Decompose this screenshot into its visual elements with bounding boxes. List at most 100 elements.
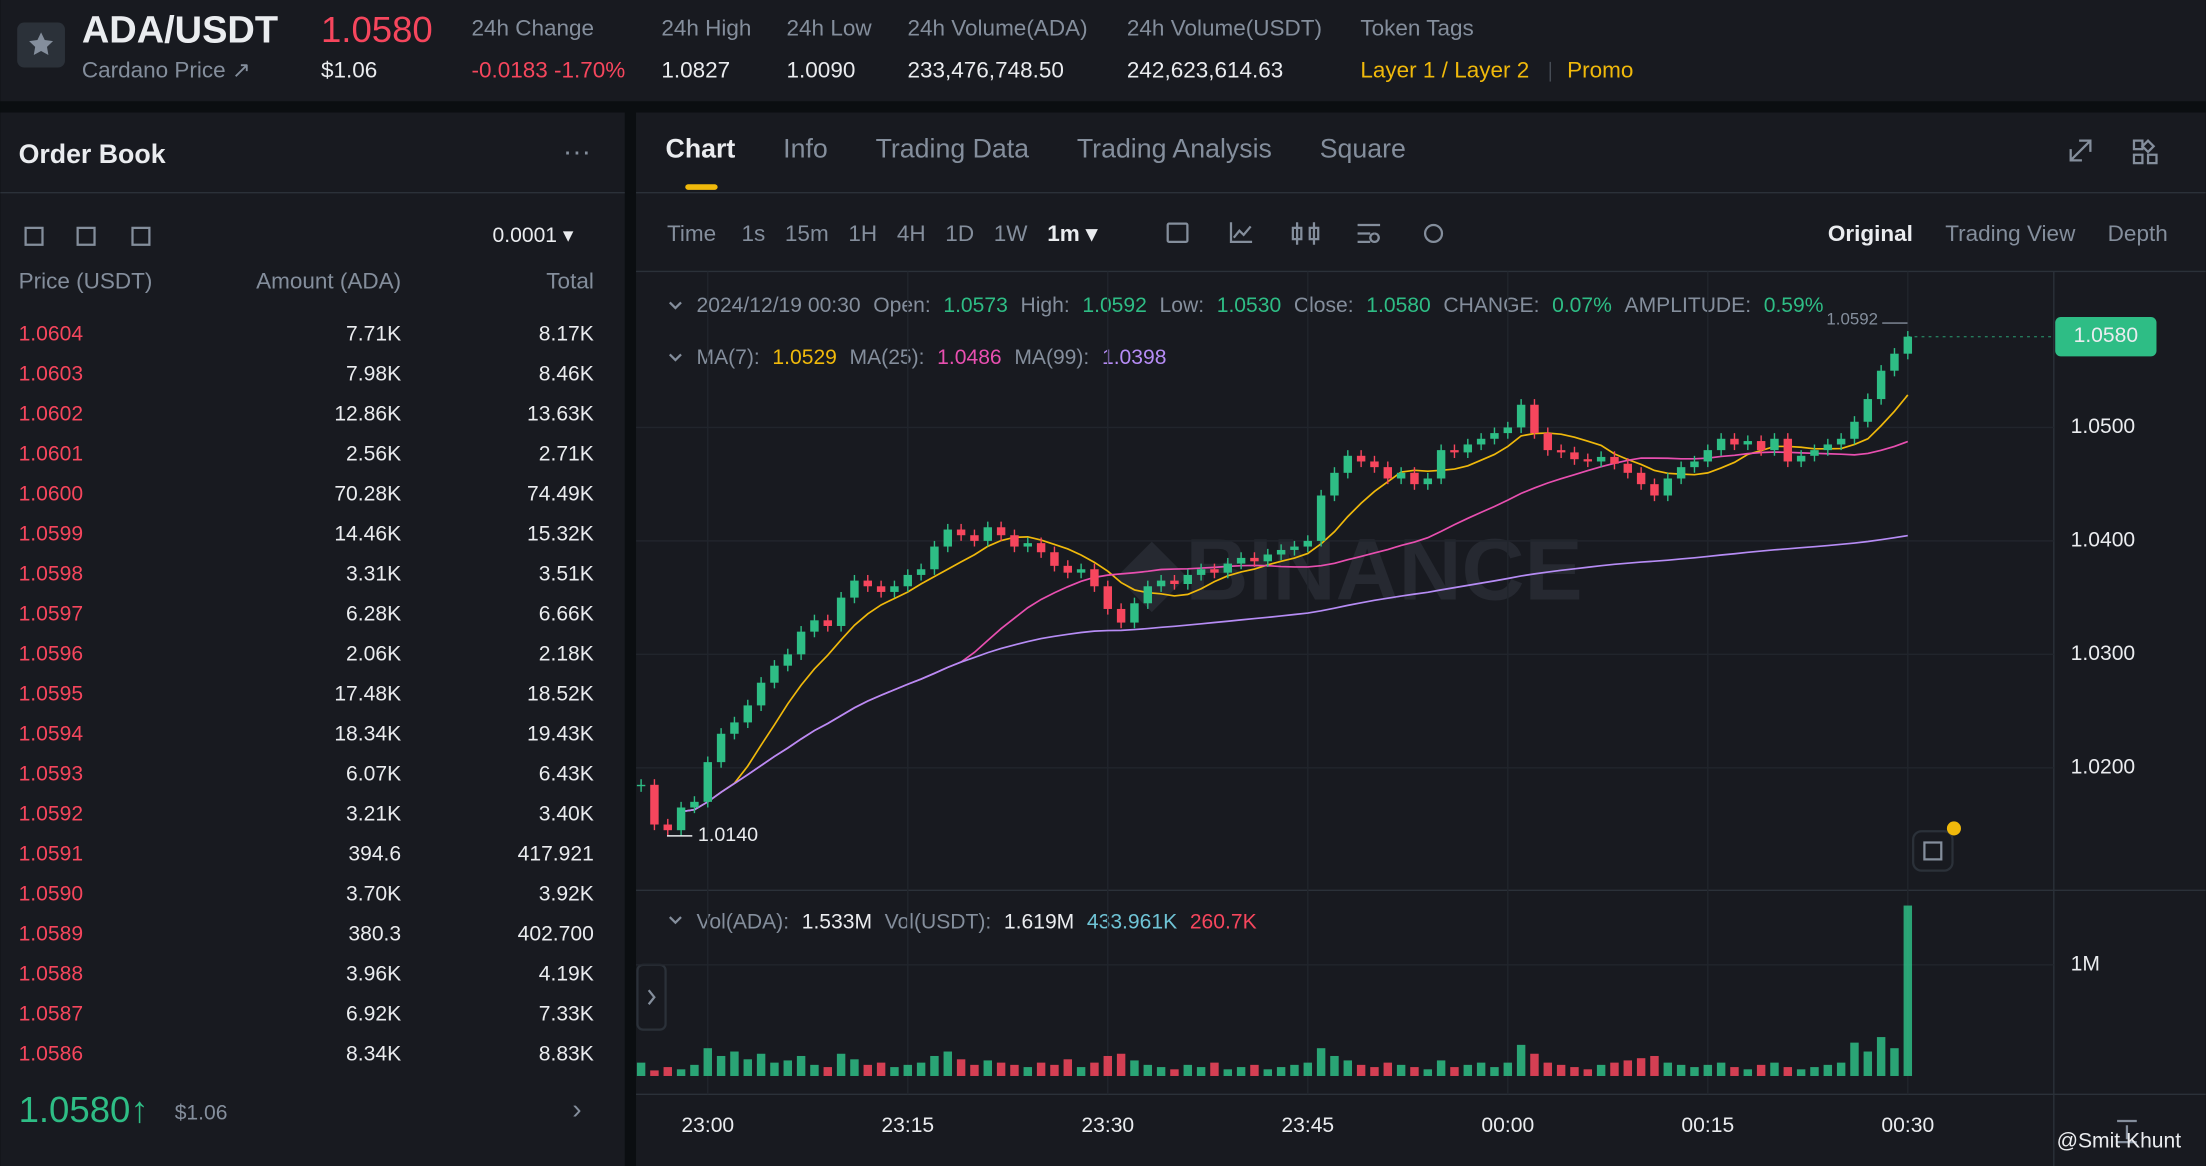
ask-row-bg[interactable] xyxy=(0,1037,624,1074)
candle xyxy=(903,574,912,587)
ask-total: 2.18K xyxy=(539,642,594,665)
interval-button[interactable]: 1s xyxy=(741,221,765,246)
tab[interactable]: Trading Analysis xyxy=(1077,134,1272,164)
ask-amount: 70.28K xyxy=(334,482,401,505)
interval-button[interactable]: 1m ▾ xyxy=(1047,221,1099,246)
volume-bar xyxy=(1743,1069,1753,1076)
token-tag[interactable]: Layer 1 / Layer 2 xyxy=(1360,58,1529,83)
candle xyxy=(810,620,819,632)
legend-text: 1.0398 xyxy=(1102,346,1166,369)
volume-bar xyxy=(943,1051,952,1076)
x-tick-label: 23:00 xyxy=(681,1114,734,1137)
notes-button[interactable] xyxy=(1912,830,1954,872)
tab[interactable]: Square xyxy=(1320,134,1406,164)
interval-button[interactable]: 15m xyxy=(785,221,829,246)
candle xyxy=(970,535,979,541)
volume-bar xyxy=(1490,1067,1499,1076)
candle xyxy=(1330,472,1339,496)
volume-bar xyxy=(1343,1060,1353,1076)
collapse-chevron[interactable] xyxy=(668,301,682,310)
volume-bar xyxy=(1583,1069,1593,1076)
tick-size-select[interactable]: 0.0001 ▾ xyxy=(493,224,574,247)
candle xyxy=(716,733,726,763)
candle xyxy=(1183,574,1193,584)
volume-bar xyxy=(1396,1064,1406,1076)
ask-price: 1.0589 xyxy=(19,923,83,946)
volume-bar xyxy=(1503,1062,1513,1076)
interval-button[interactable]: 1W xyxy=(994,221,1029,246)
y-tick-label: 1.0300 xyxy=(2071,642,2135,665)
more-button[interactable]: ··· xyxy=(563,136,591,167)
more-arrow[interactable]: › xyxy=(572,1094,581,1125)
legend-text: CHANGE: xyxy=(1443,294,1539,317)
volume-bar xyxy=(703,1048,712,1076)
icon[interactable] xyxy=(2132,139,2158,165)
icon[interactable] xyxy=(1291,222,1320,245)
volume-bar xyxy=(1890,1048,1899,1076)
candle xyxy=(1076,569,1086,573)
tab[interactable]: Trading Data xyxy=(876,134,1030,164)
order-book-last-usd: $1.06 xyxy=(175,1102,228,1125)
interval-button[interactable]: 1D xyxy=(945,221,974,246)
candle xyxy=(1676,467,1686,479)
icon[interactable] xyxy=(2069,139,2092,162)
candle xyxy=(663,824,672,831)
candle xyxy=(1450,450,1459,453)
volume-bar xyxy=(1263,1069,1273,1076)
view-button[interactable]: Original xyxy=(1828,221,1913,246)
icon[interactable] xyxy=(24,226,151,246)
ask-row-bg[interactable] xyxy=(0,877,624,914)
ask-row-bg[interactable] xyxy=(0,797,624,834)
active-tab-underline xyxy=(685,184,718,190)
volume-bar xyxy=(1156,1067,1166,1076)
token-tag[interactable]: Promo xyxy=(1567,58,1633,83)
candle xyxy=(1836,438,1846,445)
volume-bar xyxy=(1276,1067,1286,1076)
view-button[interactable]: Trading View xyxy=(1945,221,2076,246)
ask-row-bg[interactable] xyxy=(0,557,624,594)
ask-row-bg[interactable] xyxy=(0,997,624,1034)
stat-value: 1.0090 xyxy=(787,58,856,83)
collapse-chevron[interactable] xyxy=(668,353,682,362)
ask-row-bg[interactable] xyxy=(0,757,624,794)
tab[interactable]: Info xyxy=(783,134,828,164)
ask-row-bg[interactable] xyxy=(0,356,624,393)
ask-row-bg[interactable] xyxy=(0,637,624,674)
volume-bar xyxy=(796,1055,806,1076)
volume-bar xyxy=(1823,1064,1833,1076)
stat-label: Token Tags xyxy=(1360,15,1473,40)
volume-bar xyxy=(1796,1069,1806,1076)
ask-total: 8.46K xyxy=(539,362,594,385)
x-tick-label: 00:30 xyxy=(1881,1114,1934,1137)
volume-bar xyxy=(1356,1064,1366,1076)
icon[interactable] xyxy=(2117,1119,2137,1144)
interval-button[interactable]: 4H xyxy=(897,221,926,246)
icon[interactable] xyxy=(1357,223,1381,244)
icon[interactable] xyxy=(1166,222,1189,244)
order-book-last-price: 1.0580↑ xyxy=(19,1089,149,1130)
asset-name[interactable]: Cardano Price ↗ xyxy=(82,58,251,83)
candle xyxy=(756,682,766,706)
ask-price: 1.0591 xyxy=(19,843,83,866)
interval-button[interactable]: 1H xyxy=(848,221,877,246)
candle xyxy=(1090,569,1099,587)
volume-bar xyxy=(1223,1069,1233,1076)
volume-bar xyxy=(1636,1058,1646,1076)
collapse-chevron[interactable] xyxy=(668,916,682,925)
ask-row-bg[interactable] xyxy=(0,316,624,353)
ask-row-bg[interactable] xyxy=(0,437,624,474)
stat-label: 24h Volume(ADA) xyxy=(907,15,1087,40)
annotation-label: 1.0140 xyxy=(698,824,758,846)
candle xyxy=(1036,543,1046,553)
ask-row-bg[interactable] xyxy=(0,957,624,994)
ask-price: 1.0595 xyxy=(19,682,83,705)
view-button[interactable]: Depth xyxy=(2108,221,2168,246)
tab[interactable]: Chart xyxy=(666,134,736,164)
ask-price: 1.0588 xyxy=(19,963,83,986)
header-bar xyxy=(0,0,2206,102)
icon[interactable] xyxy=(1229,222,1253,244)
ask-price: 1.0597 xyxy=(19,602,83,625)
icon[interactable] xyxy=(1423,223,1444,244)
ask-row-bg[interactable] xyxy=(0,597,624,634)
x-tick-label: 23:30 xyxy=(1081,1114,1134,1137)
